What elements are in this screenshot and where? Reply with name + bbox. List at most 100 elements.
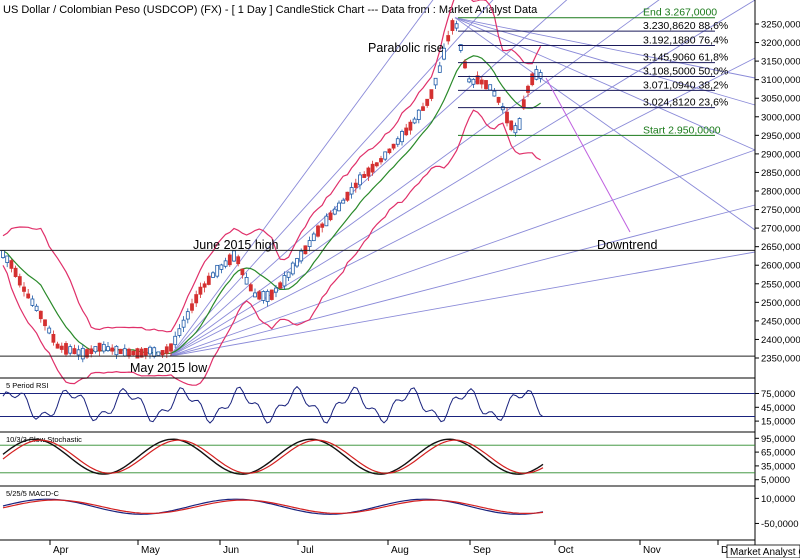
fib-level-label: 3.024,8120 23,6% [643, 97, 728, 109]
month-label: Jul [301, 545, 314, 556]
y-tick-label: 2600,0000 [761, 261, 800, 272]
candle-body [345, 191, 350, 201]
annotation-downtrend: Downtrend [597, 238, 657, 252]
annotation-june-2015-high: June 2015 high [193, 238, 279, 252]
candle-body [202, 283, 207, 288]
fib-level-label: 3.192,1880 76,4% [643, 34, 728, 46]
bollinger-bands [2, 0, 542, 386]
candle-body [122, 348, 127, 357]
horizontal-levels [0, 249, 755, 357]
candle-body [236, 256, 241, 265]
candle-body [85, 349, 89, 358]
y-tick-label: 3100,0000 [761, 75, 800, 86]
candle-body [400, 131, 404, 143]
candle-body [248, 284, 253, 292]
stochastic-panel-label: 10/3/3 Slow Stochastic [6, 435, 82, 444]
candle-body [290, 262, 295, 275]
candle-body [143, 347, 148, 356]
candle-body [43, 319, 47, 327]
candle-body [467, 78, 472, 83]
oscillator-tick-label: -50,0000 [761, 519, 799, 530]
candle-body [391, 143, 396, 149]
candle-body [307, 240, 312, 247]
candle-body [30, 298, 35, 306]
candle-body [286, 271, 291, 278]
month-label: Sep [473, 545, 491, 556]
y-tick-label: 2750,0000 [761, 205, 800, 216]
candle-body [509, 120, 514, 131]
candle-body [530, 73, 535, 86]
downtrend-fan-line [454, 17, 756, 79]
rsi-line [2, 385, 544, 424]
y-tick-label: 2550,0000 [761, 279, 800, 290]
candle-body [517, 118, 522, 130]
y-tick-label: 2900,0000 [761, 149, 800, 160]
candle-body [194, 294, 199, 304]
downtrend-pointer [545, 77, 631, 233]
y-tick-label: 3050,0000 [761, 94, 800, 105]
candle-body [114, 345, 119, 356]
candle-body [198, 286, 203, 295]
candle-body [160, 350, 165, 356]
candle-body [261, 291, 266, 301]
stochastic-panel: 95,0000 65,0000 35,0000 5,0000 [0, 434, 795, 486]
candle-body [383, 151, 388, 160]
price-axis: 3250,0000 3200,0000 3150,0000 3100,0000 3050… [755, 20, 800, 365]
candle-body [215, 264, 220, 277]
candle-body [534, 69, 539, 80]
candle-body [164, 346, 169, 354]
fib-level-label: 3.145,9060 61,8% [643, 52, 728, 64]
moving-average-line [2, 55, 541, 355]
month-label: Aug [391, 545, 409, 556]
candle-body [408, 121, 413, 131]
candle-body [521, 99, 526, 109]
candle-body [106, 346, 110, 352]
candle-body [127, 348, 131, 357]
oscillator-tick-label: 15,0000 [761, 417, 795, 428]
candle-body [177, 328, 182, 336]
candle-body [68, 346, 73, 354]
price-candles [1, 18, 543, 363]
candle-body [374, 162, 379, 167]
candle-body [446, 35, 451, 42]
y-tick-label: 2450,0000 [761, 316, 800, 327]
candle-body [332, 208, 337, 215]
candle-body [349, 187, 354, 195]
candle-body [341, 199, 346, 204]
y-tick-label: 3200,0000 [761, 38, 800, 49]
candle-body [72, 348, 77, 355]
candle-body [26, 293, 31, 299]
candle-body [366, 167, 371, 177]
candle-body [9, 260, 14, 269]
fib-level-label: 3.071,0940 38,2% [643, 79, 728, 91]
bollinger-upper-band [2, 0, 542, 333]
gann-fan-line [169, 149, 756, 357]
candle-body [442, 47, 446, 60]
footer-brand-box [726, 544, 800, 558]
candle-body [362, 174, 367, 178]
month-label: May [141, 545, 160, 556]
candle-body [101, 343, 106, 352]
candle-body [152, 347, 157, 357]
candle-body [353, 182, 358, 188]
candle-body [379, 158, 383, 163]
candle-body [5, 255, 10, 263]
candle-body [295, 258, 299, 267]
candle-body [337, 202, 341, 212]
annotation-parabolic-rise: Parabolic rise [368, 41, 444, 55]
candle-body [190, 303, 194, 311]
candle-body [303, 245, 308, 255]
candle-body [240, 268, 245, 276]
candle-body [500, 106, 505, 111]
candle-body [278, 282, 283, 289]
candle-body [450, 20, 455, 31]
chart-title: US Dollar / Colombian Peso (USDCOP) (FX)… [3, 4, 538, 16]
candle-body [395, 138, 400, 145]
candle-body [110, 347, 115, 352]
candle-body [488, 84, 493, 91]
candle-body [1, 250, 5, 258]
candle-body [169, 343, 173, 352]
candle-body [454, 23, 459, 29]
oscillator-tick-label: 35,0000 [761, 461, 795, 472]
candle-body [135, 348, 140, 359]
